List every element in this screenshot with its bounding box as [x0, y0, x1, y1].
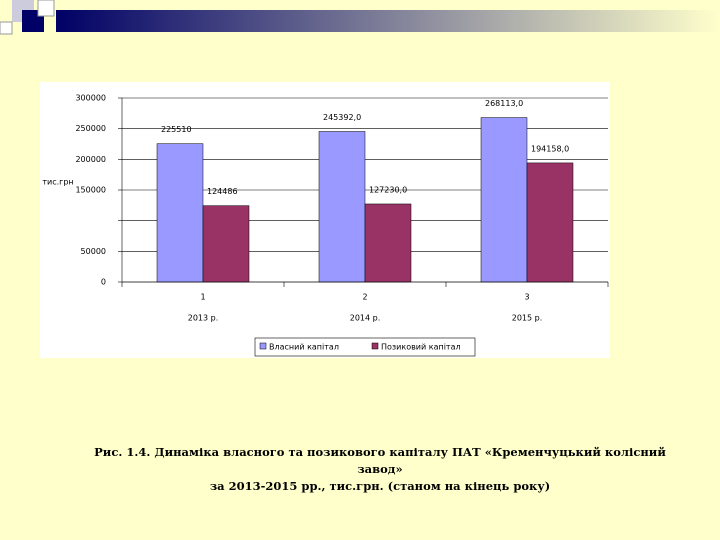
legend-label: Позиковий капітал: [381, 343, 461, 352]
y-tick-label: 200000: [75, 155, 106, 164]
x-tick-label: 2: [362, 293, 367, 302]
value-label: 124486: [207, 187, 238, 196]
bar: [202, 205, 250, 283]
value-label: 245392,0: [323, 113, 361, 122]
x-sublabel: 2014 р.: [350, 314, 381, 323]
bar: [480, 117, 528, 283]
y-tick-label: 150000: [75, 186, 106, 195]
decoration: [0, 0, 720, 36]
caption-line: Рис. 1.4. Динаміка власного та позиковог…: [94, 445, 666, 459]
caption-line: завод»: [357, 462, 403, 476]
value-label: 225510: [161, 125, 192, 134]
legend-swatch: [259, 342, 267, 350]
value-label: 127230,0: [369, 185, 407, 194]
x-sublabel: 2015 р.: [512, 314, 543, 323]
value-label: 268113,0: [485, 99, 523, 108]
value-label: 194158,0: [531, 144, 569, 153]
bar: [526, 162, 574, 283]
y-axis-label: тис.грн: [42, 178, 73, 187]
legend-swatch: [371, 342, 379, 350]
legend-box: [254, 337, 476, 357]
caption: Рис. 1.4. Динаміка власного та позиковог…: [80, 444, 680, 495]
bar: [318, 131, 366, 283]
legend-label: Власний капітал: [269, 343, 339, 352]
caption-line: за 2013-2015 рр., тис.грн. (станом на кі…: [209, 479, 551, 493]
y-tick-label: 0: [101, 278, 106, 287]
x-tick-label: 1: [200, 293, 205, 302]
x-sublabel: 2013 р.: [188, 314, 219, 323]
y-tick-label: 300000: [75, 94, 106, 103]
bar: [156, 143, 204, 283]
y-tick-label: 50000: [81, 247, 106, 256]
y-tick-label: 250000: [75, 124, 106, 133]
bar: [364, 203, 412, 283]
x-tick-label: 3: [524, 293, 529, 302]
